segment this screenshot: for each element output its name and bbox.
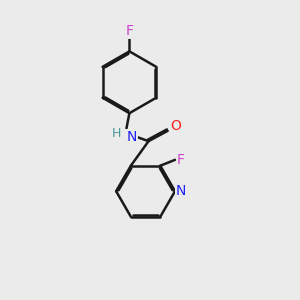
Text: O: O <box>170 119 181 134</box>
Text: F: F <box>125 24 134 38</box>
Text: H: H <box>112 127 122 140</box>
Text: F: F <box>177 153 185 167</box>
Text: N: N <box>176 184 186 198</box>
Text: N: N <box>126 130 136 144</box>
